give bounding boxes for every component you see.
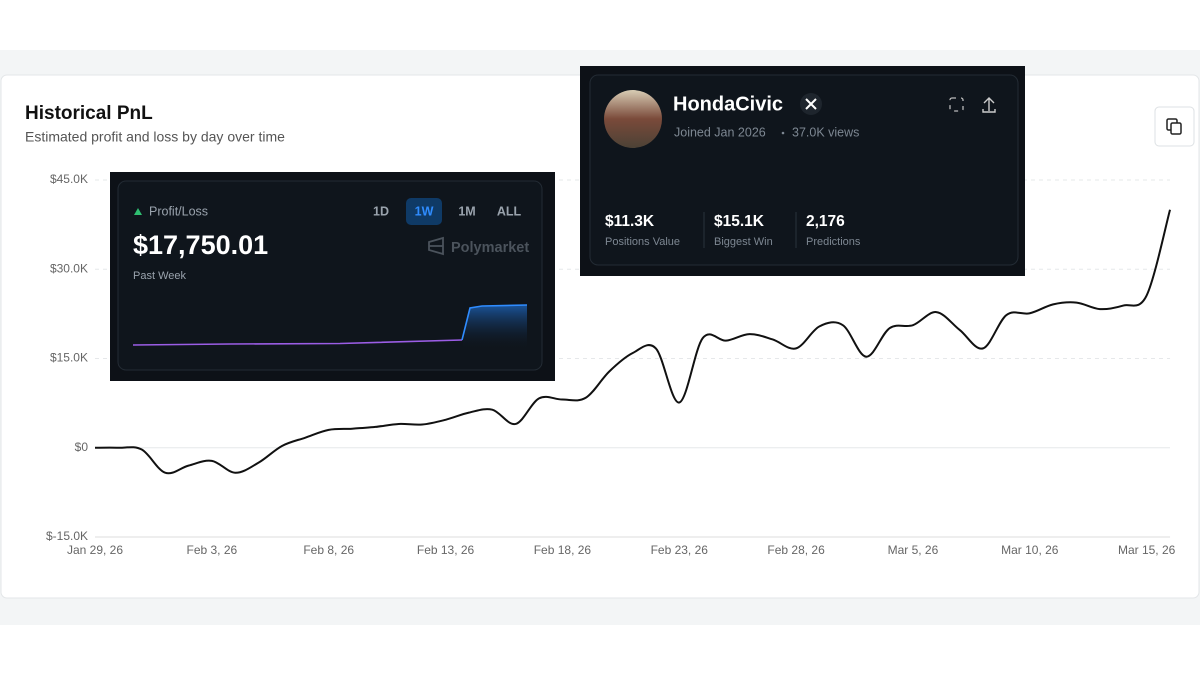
x-tick-label: Feb 18, 26 bbox=[534, 543, 592, 557]
pnl-line bbox=[94, 209, 1171, 475]
pnl-label: Profit/Loss bbox=[149, 204, 208, 218]
y-tick-label: $-15.0K bbox=[46, 529, 88, 543]
range-tab[interactable]: 1W bbox=[415, 204, 434, 218]
pnl-period: Past Week bbox=[133, 270, 186, 282]
x-tick-label: Feb 13, 26 bbox=[417, 543, 475, 557]
brand-name: Polymarket bbox=[451, 240, 529, 256]
x-tick-label: Mar 15, 26 bbox=[1118, 543, 1176, 557]
y-tick-label: $30.0K bbox=[50, 261, 88, 275]
range-tab[interactable]: 1D bbox=[373, 204, 389, 218]
separator-dot bbox=[781, 131, 785, 135]
stat-value: $11.3K bbox=[605, 213, 655, 230]
card-title: Historical PnL bbox=[25, 103, 153, 124]
profile-stats: $11.3K Positions Value $15.1K Biggest Win 2,… bbox=[605, 212, 861, 248]
avatar[interactable] bbox=[604, 90, 662, 148]
pnl-card: Profit/Loss $17,750.01 Past Week 1D 1W 1M A… bbox=[110, 172, 555, 381]
range-tab-bg bbox=[406, 198, 442, 225]
stat-value: 2,176 bbox=[806, 213, 845, 230]
stat-value: $15.1K bbox=[714, 213, 765, 230]
mini-line bbox=[461, 304, 528, 341]
x-tick-label: Feb 23, 26 bbox=[651, 543, 709, 557]
y-tick-label: $45.0K bbox=[50, 172, 88, 186]
x-tick-label: Mar 5, 26 bbox=[888, 543, 939, 557]
profile-joined: Joined Jan 2026 bbox=[674, 125, 766, 139]
x-tick-label: Feb 3, 26 bbox=[186, 543, 237, 557]
stat-label: Predictions bbox=[806, 236, 861, 248]
stat-label: Biggest Win bbox=[714, 236, 773, 248]
share-icon[interactable] bbox=[982, 97, 996, 113]
x-tick-label: Jan 29, 26 bbox=[67, 543, 123, 557]
profile-views: 37.0K views bbox=[792, 125, 859, 139]
y-tick-label: $0 bbox=[75, 440, 89, 454]
x-icon bbox=[805, 98, 817, 110]
mini-area bbox=[463, 305, 527, 350]
mini-line bbox=[132, 339, 463, 346]
copy-icon bbox=[1170, 122, 1182, 135]
range-tab[interactable]: ALL bbox=[497, 204, 522, 218]
range-tab[interactable]: 1M bbox=[458, 204, 475, 218]
pnl-card-panel bbox=[117, 180, 543, 371]
profile-name: HondaCivic bbox=[673, 93, 783, 115]
x-tick-label: Feb 28, 26 bbox=[767, 543, 825, 557]
x-tick-label: Mar 10, 26 bbox=[1001, 543, 1059, 557]
x-tick-label: Feb 8, 26 bbox=[303, 543, 354, 557]
brand-logo bbox=[428, 236, 444, 256]
profile-panel bbox=[589, 74, 1019, 266]
y-tick-label: $15.0K bbox=[50, 351, 88, 365]
up-arrow bbox=[134, 208, 142, 215]
scan-icon[interactable] bbox=[949, 97, 964, 112]
profile-card: HondaCivic Joined Jan 2026 37.0K views $… bbox=[580, 66, 1025, 276]
range-tabs: 1D 1W 1M ALL bbox=[373, 198, 522, 225]
stat-label: Positions Value bbox=[605, 236, 680, 248]
card-subtitle: Estimated profit and loss by day over ti… bbox=[25, 129, 285, 145]
pnl-value: $17,750.01 bbox=[133, 230, 268, 260]
